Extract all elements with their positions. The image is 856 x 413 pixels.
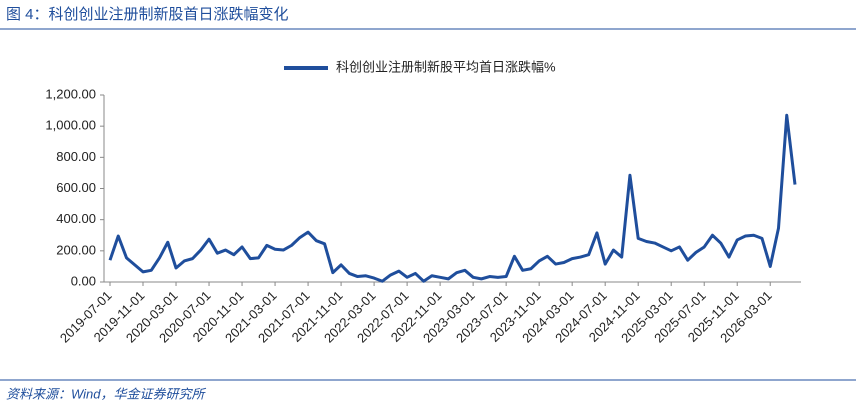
source-note: 资料来源：Wind，华金证券研究所 (6, 386, 207, 401)
data-line (108, 113, 797, 283)
y-tick-label: 800.00 (56, 149, 96, 164)
y-tick-label: 0.00 (71, 273, 96, 288)
y-tick-label: 400.00 (56, 211, 96, 226)
legend-label: 科创创业注册制新股平均首日涨跌幅% (336, 59, 556, 74)
y-tick-label: 1,200.00 (45, 86, 96, 101)
y-tick-label: 600.00 (56, 180, 96, 195)
y-tick-label: 1,000.00 (45, 118, 96, 133)
y-tick-label: 200.00 (56, 242, 96, 257)
chart-title: 图 4：科创创业注册制新股首日涨跌幅变化 (6, 6, 289, 23)
